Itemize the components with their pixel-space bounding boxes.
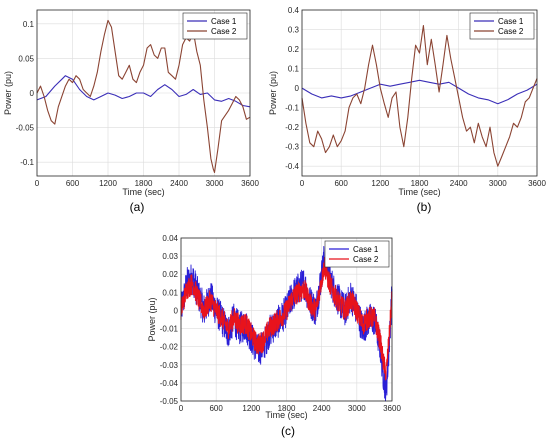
x-tick-label: 2400: [450, 179, 468, 188]
y-tick-label: 0.1: [288, 65, 300, 74]
y-tick-label: 0.3: [288, 26, 300, 35]
x-tick-label: 600: [209, 404, 223, 413]
x-tick-label: 2400: [313, 404, 331, 413]
chart-panel-2: 0 600 1200 1800 2400 3000 3600 -0.4 -0.3 -0.2 -0.1…: [268, 6, 546, 214]
y-tick-label: -0.02: [160, 343, 179, 352]
y-tick-label: 0.02: [162, 270, 178, 279]
y-axis-label: Power (pu): [3, 71, 13, 115]
axes-frame: [301, 9, 538, 177]
legend-box: [469, 12, 535, 40]
y-tick-label: 0: [174, 306, 179, 315]
legend-label-case-1: Case 1: [211, 17, 237, 26]
x-tick-label: 1200: [371, 179, 389, 188]
axes-frame: [180, 237, 393, 402]
y-tick-label: -0.1: [20, 158, 34, 167]
chart-panel-1: 0 600 1200 1800 2400 3000 3600 -0.1 -0.05 0 0.05 0.…: [3, 9, 259, 214]
legend-label-case-1: Case 1: [498, 17, 524, 26]
panel-caption: (b): [417, 200, 432, 214]
y-axis-label: Power (pu): [268, 71, 278, 115]
y-tick-label: 0.03: [162, 252, 178, 261]
x-tick-label: 1200: [99, 179, 117, 188]
x-tick-label: 3600: [383, 404, 401, 413]
y-tick-label: 0.1: [23, 20, 35, 29]
x-tick-label: 3600: [241, 179, 259, 188]
x-tick-label: 3000: [348, 404, 366, 413]
legend-label-case-2: Case 2: [498, 27, 524, 36]
y-tick-label: 0.01: [162, 288, 178, 297]
x-tick-label: 3000: [206, 179, 224, 188]
panel-caption: (c): [281, 424, 295, 438]
x-tick-label: 1800: [411, 179, 429, 188]
axes-frame: [36, 9, 251, 177]
y-tick-label: 0.4: [288, 6, 300, 15]
panel-caption: (a): [130, 200, 145, 214]
series-line-case-1: [36, 75, 251, 108]
y-tick-label: 0: [295, 84, 300, 93]
series-line-case-2: [36, 19, 251, 174]
x-tick-label: 0: [179, 404, 184, 413]
x-tick-label: 1200: [242, 404, 260, 413]
x-axis-label: Time (sec): [122, 187, 164, 197]
y-tick-label: -0.2: [285, 123, 299, 132]
y-tick-label: -0.1: [285, 104, 299, 113]
x-tick-label: 3600: [528, 179, 546, 188]
y-tick-label: -0.3: [285, 143, 299, 152]
y-tick-label: -0.05: [16, 124, 35, 133]
legend-box: [324, 240, 390, 268]
series-line-case-2: [180, 256, 393, 381]
series-line-case-1: [301, 79, 538, 105]
x-axis-label: Time (sec): [265, 410, 307, 420]
x-tick-label: 1800: [135, 179, 153, 188]
x-tick-label: 600: [66, 179, 80, 188]
x-tick-label: 0: [300, 179, 305, 188]
legend-label-case-1: Case 1: [353, 245, 379, 254]
x-tick-label: 0: [35, 179, 40, 188]
y-tick-label: -0.01: [160, 325, 179, 334]
y-tick-label: 0.04: [162, 234, 178, 243]
legend-label-case-2: Case 2: [211, 27, 237, 36]
x-axis-label: Time (sec): [398, 187, 440, 197]
y-tick-label: -0.04: [160, 379, 179, 388]
y-tick-label: 0.05: [18, 54, 34, 63]
x-tick-label: 2400: [170, 179, 188, 188]
series-line-case-2: [301, 25, 538, 167]
y-tick-label: -0.05: [160, 397, 179, 406]
legend-box: [182, 12, 248, 40]
y-axis-label: Power (pu): [147, 297, 157, 341]
y-tick-label: -0.4: [285, 162, 299, 171]
y-tick-label: 0.2: [288, 45, 300, 54]
x-tick-label: 3000: [489, 179, 507, 188]
chart-panel-3: 0 600 1200 1800 2400 3000 3600 -0.05 -0.04 -0.03 -…: [147, 234, 401, 438]
y-tick-label: -0.03: [160, 361, 179, 370]
legend-label-case-2: Case 2: [353, 255, 379, 264]
y-tick-label: 0: [30, 89, 35, 98]
x-tick-label: 600: [334, 179, 348, 188]
x-tick-label: 1800: [278, 404, 296, 413]
